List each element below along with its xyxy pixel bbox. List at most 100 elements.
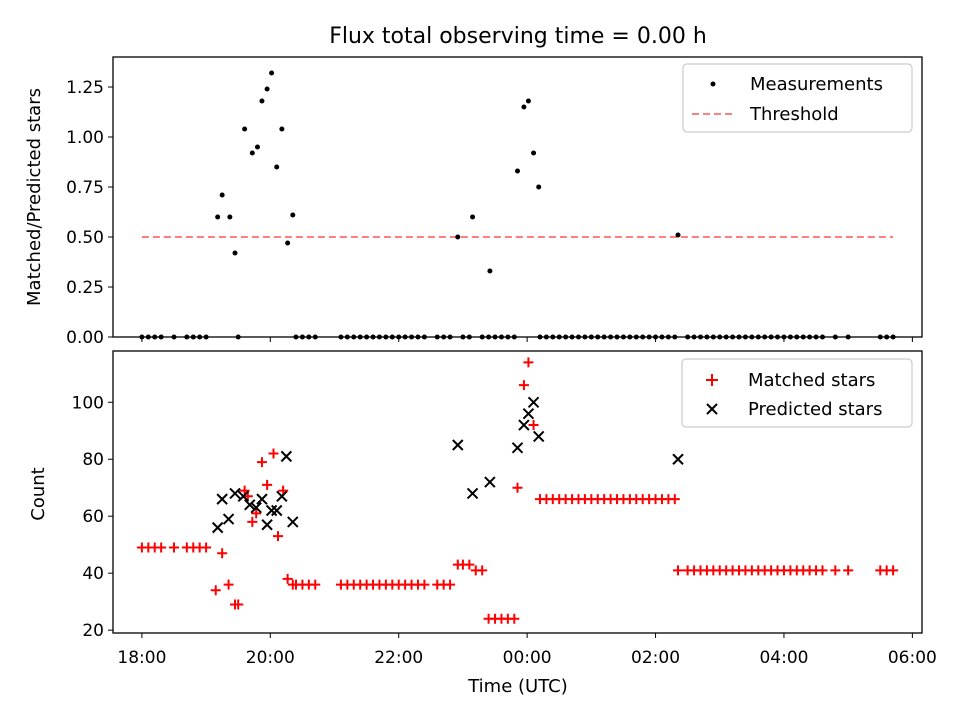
matched-star-point [843, 565, 854, 576]
top-axes-frame [112, 56, 923, 338]
measurement-point [219, 192, 225, 198]
bottom-legend: Matched stars Predicted stars [681, 358, 913, 428]
matched-star-point [669, 494, 680, 505]
measurement-points [139, 70, 896, 340]
bottom-y-tick-label: 20 [82, 621, 104, 641]
matched-star-point [523, 357, 534, 368]
x-tick-label: 02:00 [631, 648, 680, 668]
matched-star-point [817, 565, 828, 576]
top-y-ticks: 0.00 0.25 0.50 0.75 1.00 1.25 [66, 78, 113, 348]
x-tick-label: 06:00 [888, 648, 937, 668]
predicted-star-point [229, 487, 241, 500]
top-y-tick-label: 1.00 [66, 128, 104, 148]
measurement-point [470, 214, 476, 220]
predicted-star-point [222, 513, 235, 525]
predicted-star-point [522, 407, 535, 420]
measurement-point [285, 240, 291, 246]
measurement-point [249, 150, 255, 156]
measurement-point [675, 232, 681, 238]
measurement-point [487, 268, 493, 274]
measurement-point [521, 104, 527, 110]
matched-star-point [273, 531, 284, 542]
legend-measurements-label: Measurements [750, 74, 883, 95]
matched-star-point [445, 579, 456, 590]
predicted-star-point [276, 490, 288, 502]
bottom-y-tick-label: 100 [72, 393, 104, 413]
matched-star-point [512, 482, 523, 493]
matched-star-point [673, 565, 684, 576]
bottom-legend-box [681, 358, 913, 428]
matched-star-point [830, 565, 841, 576]
predicted-star-point [287, 516, 299, 528]
predicted-star-point [211, 521, 224, 534]
predicted-star-point [452, 439, 464, 451]
bottom-axes-frame [112, 350, 923, 634]
bottom-y-ticks: 20 40 60 80 100 [72, 393, 113, 641]
predicted-star-point [532, 430, 545, 443]
x-tick-label: 22:00 [374, 648, 423, 668]
legend-measurements-marker [710, 81, 716, 87]
measurement-point [232, 250, 238, 256]
measurement-point [227, 214, 233, 220]
measurement-point [290, 212, 296, 218]
legend-matched-label: Matched stars [748, 370, 875, 391]
measurement-point [264, 86, 270, 92]
legend-predicted-label: Predicted stars [748, 399, 882, 420]
measurement-point [242, 126, 248, 132]
matched-star-point [217, 548, 228, 559]
bottom-y-tick-label: 40 [82, 564, 104, 584]
matched-star-point [262, 479, 273, 490]
measurement-point [536, 184, 542, 190]
bottom-x-ticks: 18:00 20:00 22:00 00:00 02:00 04:00 06:00 [117, 633, 937, 668]
top-y-tick-label: 0.25 [66, 278, 104, 298]
top-panel: Matched/Predicted stars 0.00 0.25 0.50 0.75… [24, 56, 923, 348]
matched-star-point [168, 542, 179, 553]
predicted-star-point [484, 476, 496, 488]
predicted-star-point [271, 504, 283, 517]
legend-matched-marker [706, 374, 718, 386]
top-y-tick-label: 1.25 [66, 78, 104, 98]
matched-star-point [268, 448, 279, 459]
matched-star-point [419, 579, 430, 590]
measurement-point [279, 126, 285, 132]
matched-star-point [477, 565, 488, 576]
x-tick-label: 18:00 [117, 648, 166, 668]
predicted-star-point [216, 493, 228, 505]
predicted-star-point [265, 504, 278, 517]
predicted-stars-points [211, 396, 684, 534]
bottom-y-tick-label: 60 [82, 507, 104, 527]
matched-star-point [156, 542, 167, 553]
legend-predicted-marker [706, 403, 718, 415]
predicted-star-point [256, 493, 268, 505]
measurement-point [215, 214, 221, 220]
x-tick-label: 00:00 [503, 648, 552, 668]
measurement-point [525, 98, 531, 104]
top-y-tick-label: 0.00 [66, 328, 104, 348]
top-y-axis-label: Matched/Predicted stars [24, 88, 45, 306]
predicted-star-point [261, 519, 273, 531]
matched-star-point [282, 573, 293, 584]
predicted-star-point [244, 499, 256, 511]
matched-star-point [310, 579, 321, 590]
matched-star-point [229, 599, 240, 610]
matched-star-point [251, 508, 262, 519]
bottom-y-axis-label: Count [28, 467, 49, 520]
matched-stars-points [136, 357, 899, 624]
measurement-point [269, 70, 275, 76]
x-tick-label: 20:00 [246, 648, 295, 668]
measurement-point [254, 144, 260, 150]
matched-star-point [256, 457, 267, 468]
matched-star-point [201, 542, 212, 553]
predicted-star-point [527, 396, 540, 408]
predicted-star-point [518, 419, 530, 431]
measurement-point [259, 98, 265, 104]
top-legend-box [682, 63, 913, 133]
matched-star-point [518, 380, 529, 391]
predicted-star-point [280, 450, 293, 463]
matched-star-point [528, 420, 539, 431]
matched-star-point [509, 613, 520, 624]
legend-threshold-label: Threshold [749, 104, 839, 125]
measurement-point [515, 168, 520, 174]
matched-star-point [247, 516, 258, 527]
